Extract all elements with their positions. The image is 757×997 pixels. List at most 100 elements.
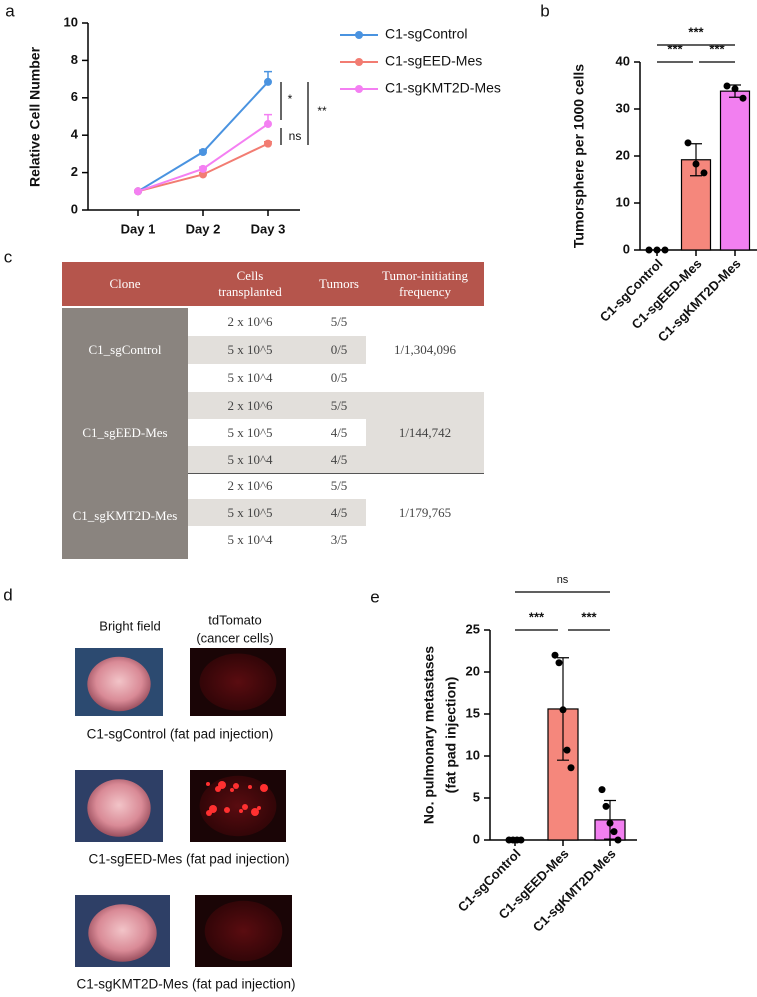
significance-label: *** [688,24,704,39]
y-tick-label: 0 [71,201,78,216]
header-cell: Clone [62,262,188,306]
significance-label: * [288,92,293,106]
image-caption: C1-sgKMT2D-Mes (fat pad injection) [76,977,295,992]
data-point [614,836,622,844]
y-tick-label: 10 [64,14,78,29]
fluorescence-signal [199,653,277,711]
tumor-spot [257,806,261,810]
error-bar [690,143,702,177]
data-point [602,802,610,810]
significance-label: ** [317,104,327,118]
clone-cell: C1_sgKMT2D-Mes [62,472,188,559]
y-tick-label: 8 [71,52,78,67]
legend-label: C1-sgEED-Mes [385,53,482,69]
cells-cell: 2 x 10^6 [227,477,273,493]
tumors-cell: 4/5 [330,451,348,467]
point [199,164,207,173]
y-tick-label: 40 [616,53,630,68]
tumor-spot [215,786,221,792]
tumors-cell: 4/5 [330,504,348,520]
y-tick-label: 25 [466,621,480,636]
significance-label: *** [667,41,683,56]
tumors-cell: 5/5 [330,397,348,413]
data-point [700,169,708,177]
significance-label: ns [557,574,569,586]
data-point [692,160,700,168]
point [264,119,272,128]
frequency-cell: 1/1,304,096 [393,342,457,357]
significance-label: ns [289,129,302,143]
y-axis-label: Relative Cell Number [27,46,43,187]
data-point [610,828,618,836]
image-caption: C1-sgEED-Mes (fat pad injection) [88,852,289,867]
column-title: Bright field [99,618,160,633]
cells-cell: 5 x 10^5 [227,424,273,440]
tumors-cell: 0/5 [330,342,348,357]
panel-letter: d [3,585,12,604]
point [264,139,272,148]
clone-cell: C1_sgControl [62,308,188,392]
cells-cell: 2 x 10^6 [227,314,273,329]
frequency-cell: 1/144,742 [398,424,452,440]
row-shade [188,392,484,419]
significance-label: *** [581,609,597,624]
y-tick-label: 10 [466,747,480,762]
data-point [723,82,731,90]
legend-label: C1-sgControl [385,26,467,42]
header-cell: Tumor-initiating frequency [370,262,480,306]
y-tick-label: 2 [71,164,78,179]
header-cell: Cells transplanted [204,262,296,306]
tumors-cell: 3/5 [330,531,348,547]
tumors-cell: 0/5 [330,370,348,385]
y-tick-label: 20 [466,663,480,678]
y-tick-label: 0 [473,831,480,846]
x-tick-label: Day 1 [121,221,156,236]
x-tick-label: C1-sgEED-Mes [629,256,705,332]
significance-label: *** [709,41,725,56]
clone-cell: C1_sgEED-Mes [62,392,188,473]
cells-cell: 5 x 10^5 [227,342,273,357]
y-tick-label: 30 [616,100,630,115]
column-title: tdTomato [208,612,261,627]
data-point [661,246,669,254]
panel-letter: e [370,587,379,606]
y-tick-label: 4 [71,127,79,142]
lung [87,656,151,712]
row-shade [188,336,366,364]
legend-marker [355,31,363,39]
tumor-spot [239,809,243,813]
y-tick-label: 0 [623,241,630,256]
panel-letter: b [540,1,549,20]
data-point [567,764,575,772]
cells-cell: 5 x 10^4 [227,370,273,385]
tumor-spot [242,804,248,810]
row-shade [188,446,484,473]
data-point [645,246,653,254]
y-axis-label: (fat pad injection) [443,677,459,794]
tumor-spot [233,783,239,789]
column-title: (cancer cells) [196,630,273,645]
data-point [598,786,606,794]
data-point [739,94,747,102]
panel-letter: a [5,1,15,20]
image-caption: C1-sgControl (fat pad injection) [87,727,274,742]
header-cell: Tumors [312,262,366,306]
point [264,77,272,86]
y-tick-label: 10 [616,194,630,209]
data-point [606,819,614,827]
data-point [563,746,571,754]
x-tick-label: C1-sgKMT2D-Mes [530,846,619,935]
tumors-cell: 5/5 [330,477,348,493]
series-line [137,123,269,193]
y-tick-label: 6 [71,89,78,104]
group-divider [62,473,484,474]
fluorescence-signal [204,900,283,962]
tumor-spot [206,782,210,786]
y-tick-label: 5 [473,789,480,804]
data-point [551,651,559,659]
lung [87,779,151,837]
x-tick-label: Day 2 [186,221,221,236]
frequency-cell: 1/179,765 [398,504,452,520]
